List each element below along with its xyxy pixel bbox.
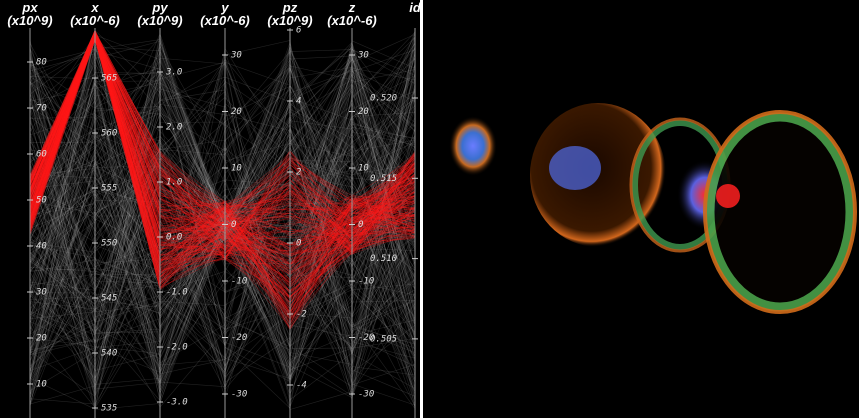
tick-label: -2 bbox=[296, 310, 307, 320]
tick-label: -10 bbox=[358, 277, 374, 287]
blob bbox=[449, 116, 497, 176]
axis-name: py bbox=[151, 0, 168, 15]
tick-label: 30 bbox=[35, 288, 47, 298]
tick-label: 70 bbox=[36, 104, 47, 114]
tick-label: 2.0 bbox=[166, 123, 182, 133]
tick-label: 0.505 bbox=[370, 334, 397, 344]
large-ring-edge bbox=[703, 110, 857, 314]
axis-name: pz bbox=[282, 0, 298, 15]
bubble-core bbox=[549, 146, 601, 190]
tick-label: 10 bbox=[36, 380, 47, 390]
tick-label: 80 bbox=[36, 58, 47, 68]
axis-unit: (x10^-6) bbox=[327, 13, 377, 28]
tick-label: 550 bbox=[101, 239, 117, 249]
axis-name: id bbox=[409, 0, 422, 15]
tick-label: 540 bbox=[101, 349, 117, 359]
tick-label: 0.510 bbox=[370, 254, 397, 264]
tick-label: -1.0 bbox=[166, 288, 188, 298]
tick-label: 0 bbox=[296, 239, 301, 249]
tick-label: 40 bbox=[36, 242, 47, 252]
red-cluster bbox=[716, 184, 740, 208]
left-panel bbox=[0, 0, 421, 418]
large-ring bbox=[705, 112, 855, 312]
tick-label: -10 bbox=[231, 277, 247, 287]
axis-name: z bbox=[348, 0, 356, 15]
volume-rendering bbox=[423, 0, 859, 418]
tick-label: -30 bbox=[231, 390, 247, 400]
axis-unit: (x10^9) bbox=[7, 13, 52, 28]
tick-label: 0.0 bbox=[166, 233, 182, 243]
tick-label: 50 bbox=[36, 196, 47, 206]
axis-name: x bbox=[90, 0, 99, 15]
axis-unit: (x10^9) bbox=[267, 13, 312, 28]
tick-label: 560 bbox=[101, 129, 117, 139]
axis-name: px bbox=[21, 0, 38, 15]
tick-label: -30 bbox=[358, 390, 374, 400]
tick-label: 10 bbox=[231, 164, 242, 174]
tick-label: 20 bbox=[231, 107, 242, 117]
tick-label: 555 bbox=[101, 184, 117, 194]
axes: px(x10^9)8070605040302010x(x10^-6)565560… bbox=[7, 0, 422, 418]
tick-label: 1.0 bbox=[166, 178, 182, 188]
tick-label: 10 bbox=[358, 164, 369, 174]
axis-unit: (x10^-6) bbox=[200, 13, 250, 28]
axis-name: y bbox=[220, 0, 229, 15]
tick-label: 0.515 bbox=[370, 174, 397, 184]
tick-label: 20 bbox=[358, 107, 369, 117]
tick-label: 6 bbox=[296, 26, 301, 36]
tick-label: -4 bbox=[296, 381, 307, 391]
tick-label: 565 bbox=[101, 74, 117, 84]
separator bbox=[420, 0, 423, 418]
tick-label: 0.520 bbox=[370, 94, 397, 104]
tick-label: -2.0 bbox=[166, 343, 188, 353]
tick-label: 3.0 bbox=[165, 68, 182, 78]
axis-unit: (x10^-6) bbox=[70, 13, 120, 28]
tick-label: 30 bbox=[357, 51, 369, 61]
tick-label: -3.0 bbox=[166, 398, 188, 408]
tick-label: 535 bbox=[101, 404, 117, 414]
tick-label: 60 bbox=[36, 150, 47, 160]
tick-label: -20 bbox=[231, 333, 247, 343]
tick-label: -20 bbox=[358, 333, 374, 343]
tick-label: 20 bbox=[36, 334, 47, 344]
axis-unit: (x10^9) bbox=[137, 13, 182, 28]
tick-label: 4 bbox=[296, 97, 301, 107]
tick-label: 30 bbox=[230, 51, 242, 61]
tick-label: 545 bbox=[101, 294, 117, 304]
tick-label: 0 bbox=[231, 220, 236, 230]
tick-label: 0 bbox=[358, 220, 363, 230]
tick-label: 2 bbox=[296, 168, 301, 178]
